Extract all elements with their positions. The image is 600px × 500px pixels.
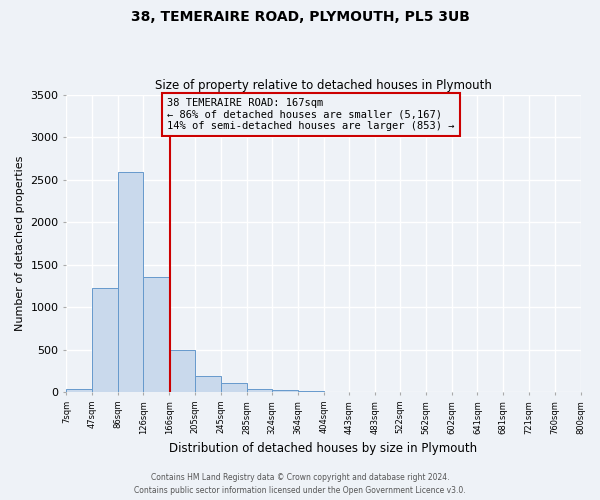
Bar <box>195 376 221 392</box>
X-axis label: Distribution of detached houses by size in Plymouth: Distribution of detached houses by size … <box>169 442 478 455</box>
Text: 38, TEMERAIRE ROAD, PLYMOUTH, PL5 3UB: 38, TEMERAIRE ROAD, PLYMOUTH, PL5 3UB <box>131 10 469 24</box>
Y-axis label: Number of detached properties: Number of detached properties <box>15 156 25 331</box>
Bar <box>92 288 118 392</box>
Text: Contains HM Land Registry data © Crown copyright and database right 2024.
Contai: Contains HM Land Registry data © Crown c… <box>134 474 466 495</box>
Text: 38 TEMERAIRE ROAD: 167sqm
← 86% of detached houses are smaller (5,167)
14% of se: 38 TEMERAIRE ROAD: 167sqm ← 86% of detac… <box>167 98 454 131</box>
Bar <box>67 389 92 392</box>
Bar <box>143 278 169 392</box>
Bar <box>221 383 247 392</box>
Bar <box>272 390 298 392</box>
Title: Size of property relative to detached houses in Plymouth: Size of property relative to detached ho… <box>155 79 492 92</box>
Bar <box>247 389 272 392</box>
Bar <box>169 350 195 392</box>
Bar <box>118 172 143 392</box>
